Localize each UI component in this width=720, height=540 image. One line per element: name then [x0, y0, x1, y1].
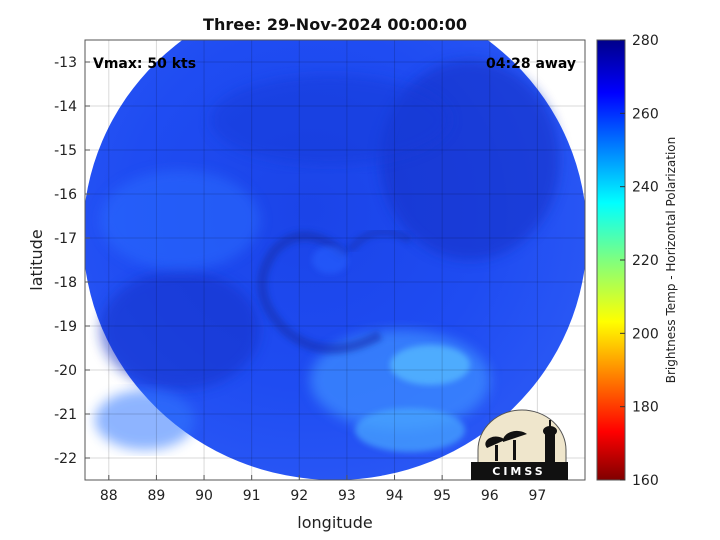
- vmax-annotation: Vmax: 50 kts: [93, 56, 196, 72]
- x-tick-label: 91: [243, 488, 261, 504]
- y-tick-label: -15: [54, 143, 77, 159]
- x-tick-label: 97: [528, 488, 546, 504]
- x-axis-label: longitude: [297, 513, 372, 532]
- x-tick-label: 93: [338, 488, 356, 504]
- y-axis-ticks: -13 -14 -15 -16 -17 -18 -19 -20 -21 -22: [54, 55, 90, 467]
- y-tick-label: -16: [54, 187, 77, 203]
- colorbar-tick-label: 220: [632, 253, 659, 269]
- y-axis-label: latitude: [27, 229, 46, 290]
- y-tick-label: -20: [54, 363, 77, 379]
- brightness-temperature-image: [85, 40, 585, 480]
- x-axis-ticks: 88 89 90 91 92 93 94 95 96 97: [100, 475, 546, 504]
- grid-lines: [85, 40, 585, 480]
- x-tick-label: 90: [195, 488, 213, 504]
- y-tick-label: -21: [54, 407, 77, 423]
- colorbar-tick-label: 240: [632, 180, 659, 196]
- cimss-logo: CIMSS: [471, 409, 568, 481]
- colorbar-tick-label: 280: [632, 33, 659, 49]
- y-tick-label: -18: [54, 275, 77, 291]
- y-tick-label: -22: [54, 451, 77, 467]
- x-tick-label: 95: [433, 488, 451, 504]
- colorbar-label: Brightness Temp - Horizontal Polarizatio…: [664, 137, 678, 384]
- colorbar-tick-label: 260: [632, 106, 659, 122]
- x-tick-label: 92: [290, 488, 308, 504]
- x-tick-label: 96: [481, 488, 499, 504]
- colorbar-tick-label: 200: [632, 326, 659, 342]
- y-tick-label: -14: [54, 99, 77, 115]
- time-away-annotation: 04:28 away: [486, 56, 576, 72]
- chart-title: Three: 29-Nov-2024 00:00:00: [203, 15, 467, 34]
- logo-text: CIMSS: [492, 465, 545, 478]
- colorbar-tick-label: 180: [632, 400, 659, 416]
- x-tick-label: 88: [100, 488, 118, 504]
- y-tick-label: -13: [54, 55, 77, 71]
- colorbar-ticks: 280 260 240 220 200 180 160: [620, 33, 659, 489]
- x-tick-label: 94: [386, 488, 404, 504]
- colorbar-tick-label: 160: [632, 473, 659, 489]
- y-tick-label: -19: [54, 319, 77, 335]
- axes-frame: [84, 39, 586, 481]
- x-tick-label: 89: [148, 488, 166, 504]
- y-tick-label: -17: [54, 231, 77, 247]
